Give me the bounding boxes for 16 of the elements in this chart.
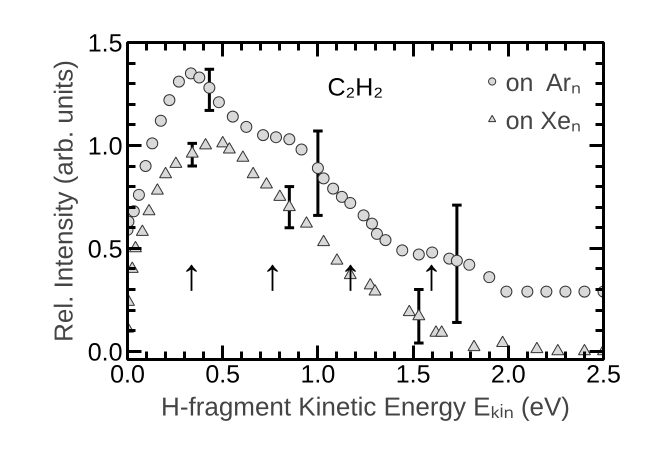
x-axis-title: H-fragment Kinetic Energy Eₖᵢₙ (eV) [161,392,570,422]
y-tick-label: 1.5 [88,30,123,58]
y-tick-label: 0.5 [88,235,123,264]
x-tick-label: 1.5 [396,360,430,388]
x-tick-label: 2.0 [490,360,526,388]
y-tick-label: 1.0 [88,132,123,160]
annotation: ↑ [262,250,284,300]
y-axis-title: Rel. Intensity (arb. units) [48,60,79,342]
legend-label: on Arₙ [506,68,581,98]
x-tick-label: 0.5 [205,360,240,388]
x-tick-label: 1.0 [300,360,336,388]
x-tick-label: 2.5 [586,360,621,388]
annotation: ↑ [180,250,202,300]
legend-label: on Xeₙ [506,106,581,136]
annotation: ↑ [420,250,442,300]
annotation: C₂H₂ [328,74,384,102]
